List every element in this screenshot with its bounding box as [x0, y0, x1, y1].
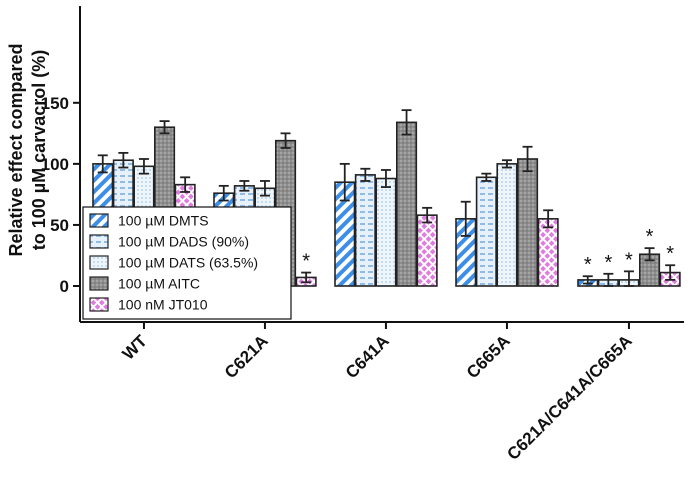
y-axis-title: Relative effect compared to 100 µM carva… — [6, 43, 49, 256]
significance-star-jt010-4: * — [666, 243, 674, 265]
error-bar-aitc-2 — [401, 109, 412, 136]
error-bar-dads-2 — [360, 167, 371, 182]
error-bar-dats-0 — [138, 158, 149, 175]
significance-star-aitc-4: * — [646, 226, 654, 248]
bar-dads-3 — [475, 176, 497, 287]
legend-swatch-dads — [89, 234, 109, 249]
y-tick-label-150: 150 — [41, 94, 69, 113]
error-bar-dats-3 — [501, 159, 512, 169]
error-bar-dads-0 — [118, 151, 129, 169]
error-bar-jt010-2 — [422, 206, 433, 224]
error-bar-dats-1 — [259, 180, 270, 197]
bar-aitc-2 — [395, 121, 418, 287]
legend-swatch-jt010 — [89, 297, 109, 312]
legend-label-dats: 100 µM DATS (63.5%) — [118, 255, 258, 271]
bar-dads-2 — [354, 174, 376, 287]
legend-swatch-aitc — [89, 276, 109, 291]
error-bar-dmts-4 — [582, 275, 593, 285]
error-bar-aitc-3 — [522, 145, 533, 173]
bar-jt010-2 — [416, 214, 438, 287]
legend-label-dmts: 100 µM DMTS — [118, 213, 209, 229]
legend-label-aitc: 100 µM AITC — [118, 276, 200, 292]
category-label-4: C621A/C641A/C665A — [503, 331, 635, 463]
error-bar-jt010-1 — [301, 271, 312, 284]
error-bar-dmts-3 — [460, 200, 471, 237]
error-bar-dats-4 — [623, 270, 634, 287]
legend-swatch-dats — [89, 255, 109, 270]
legend-label-dads: 100 µM DADS (90%) — [118, 234, 249, 250]
y-axis-title-line-1: Relative effect compared — [6, 43, 26, 256]
error-bar-dmts-2 — [339, 162, 350, 202]
legend-box — [82, 206, 292, 320]
legend-swatch-dmts — [89, 213, 109, 228]
category-label-1: C621A — [221, 331, 272, 382]
category-label-2: C641A — [342, 331, 393, 382]
axes-layer: 0 50 100 150 — [41, 6, 684, 323]
significance-star-jt010-1: * — [302, 251, 310, 273]
error-bar-aitc-4 — [644, 247, 655, 262]
y-axis-title-line-2: to 100 µM carvacrol (%) — [29, 50, 49, 250]
error-bar-jt010-0 — [180, 176, 191, 193]
legend-label-jt010: 100 nM JT010 — [118, 297, 208, 313]
significance-star-dads-4: * — [604, 252, 612, 274]
category-label-0: WT — [119, 331, 152, 364]
error-bar-dmts-1 — [218, 184, 229, 202]
error-bar-dads-3 — [481, 172, 492, 182]
error-bar-jt010-3 — [543, 209, 554, 229]
error-bar-dmts-0 — [97, 154, 108, 174]
error-bar-dads-4 — [603, 272, 614, 287]
bar-aitc-3 — [516, 158, 539, 287]
bar-dats-3 — [496, 163, 518, 287]
significance-star-dmts-4: * — [584, 254, 592, 276]
bar-dats-2 — [375, 177, 397, 287]
error-bar-dads-1 — [239, 180, 250, 192]
error-bar-aitc-1 — [280, 132, 291, 149]
y-tick-label-50: 50 — [50, 216, 69, 235]
legend: 100 µM DMTS 100 µM DADS (90%) 100 µM DATS … — [82, 206, 292, 320]
significance-star-dats-4: * — [625, 249, 633, 271]
y-tick-label-100: 100 — [41, 155, 69, 174]
y-tick-label-0: 0 — [60, 277, 69, 296]
category-label-3: C665A — [463, 331, 514, 382]
error-bar-aitc-0 — [159, 120, 170, 135]
bar-jt010-3 — [537, 218, 559, 287]
error-bar-dats-2 — [380, 169, 391, 188]
error-bar-jt010-4 — [665, 264, 676, 281]
